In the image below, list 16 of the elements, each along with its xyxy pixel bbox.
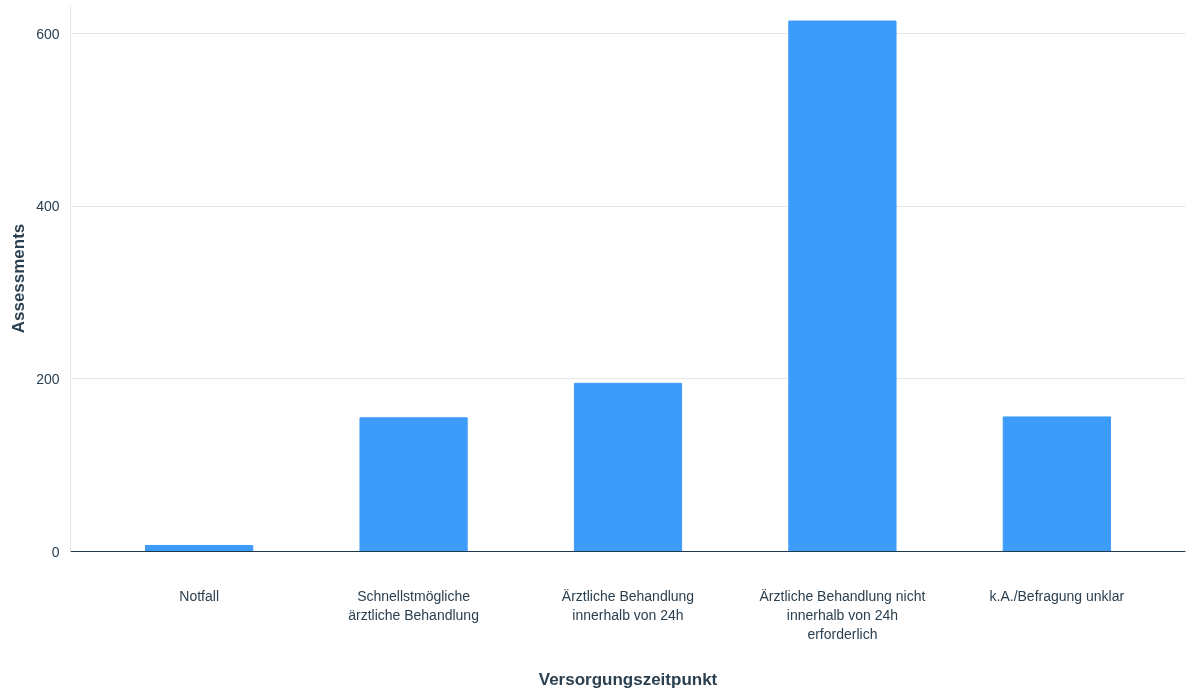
- y-tick-label: 0: [51, 543, 60, 560]
- x-axis-title: Versorgungszeitpunkt: [538, 669, 718, 689]
- x-tick-label: Notfall: [179, 587, 219, 604]
- y-tick-label: 400: [36, 198, 60, 215]
- x-tick-label: Ärztliche Behandlung nicht innerhalb von 24h erforderlich: [759, 587, 926, 642]
- bar: [788, 20, 897, 552]
- bar: [1002, 416, 1111, 552]
- x-tick-label: Schnellstmögliche ärztliche Behandlung: [348, 587, 479, 623]
- bar: [145, 544, 254, 552]
- bar: [573, 382, 683, 552]
- x-tick-label: Ärztliche Behandlung innerhalb von 24h: [561, 587, 695, 623]
- bar: [359, 417, 468, 552]
- y-tick-label: 200: [36, 370, 60, 387]
- x-tick-label: k.A./Befragung unklar: [989, 587, 1125, 604]
- y-tick-label: 600: [36, 25, 60, 42]
- y-axis-title: Assessments: [9, 223, 29, 334]
